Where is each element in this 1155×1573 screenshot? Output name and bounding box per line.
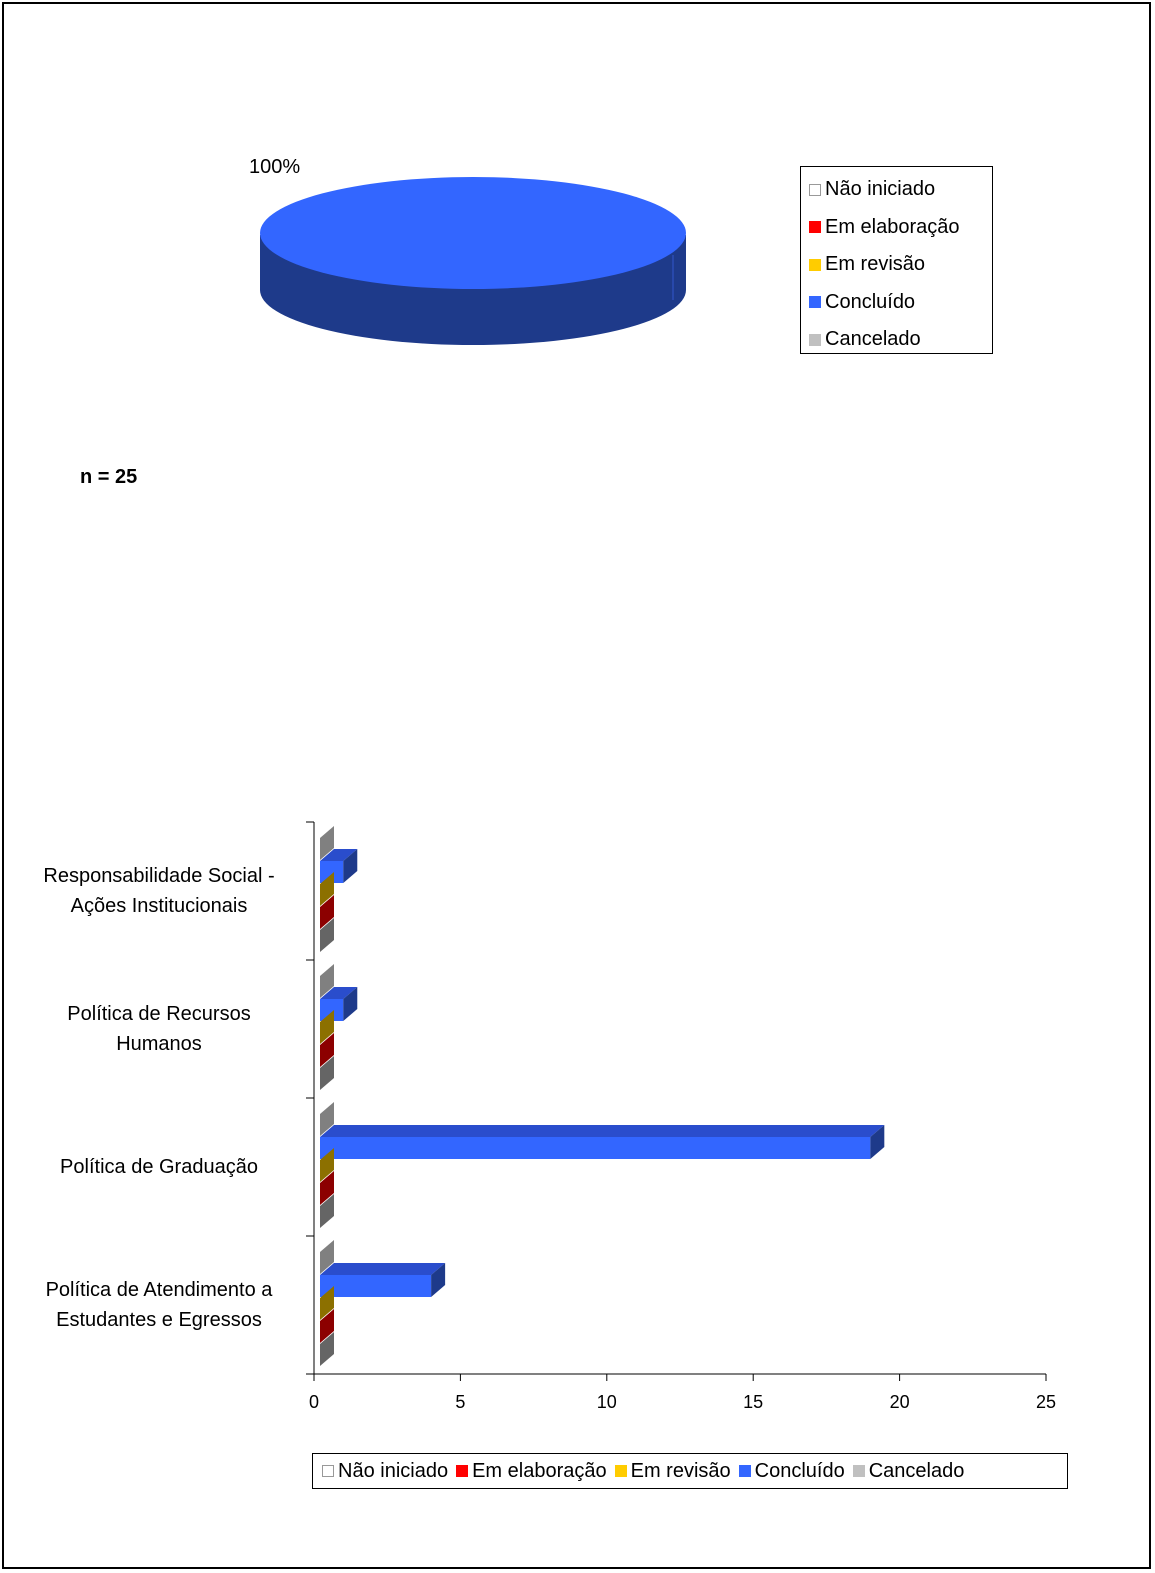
category-label: Política de Atendimento a Estudantes e E… xyxy=(45,1279,273,1331)
bar-2-side xyxy=(320,1010,334,1044)
bar-3-side xyxy=(431,1263,446,1297)
bar-3-side xyxy=(343,849,358,883)
x-tick-label: 0 xyxy=(308,1392,319,1412)
bar-4-side xyxy=(320,1102,334,1136)
bar-1-side xyxy=(320,1171,334,1205)
pie-slice-concluido xyxy=(260,177,686,289)
bar-2-side xyxy=(320,1148,334,1182)
x-tick-label: 15 xyxy=(743,1392,764,1412)
bar-3-front xyxy=(320,1137,871,1159)
bar-3-front xyxy=(320,861,344,883)
bar-4-side xyxy=(320,826,334,860)
legend-swatch xyxy=(456,1465,469,1477)
legend-swatch xyxy=(738,1465,751,1477)
bar-3-front xyxy=(320,1275,432,1297)
bar-2-side xyxy=(320,1286,334,1320)
legend-item-concluido: Concluído xyxy=(738,1459,845,1483)
legend-item-em-elaboracao: Em elaboração xyxy=(809,209,992,247)
legend-item-em-elaboracao: Em elaboração xyxy=(456,1460,607,1483)
legend-swatch xyxy=(852,1465,865,1477)
legend-label: Em elaboração xyxy=(472,1459,607,1482)
category-label: Responsabilidade Social - Ações Instituc… xyxy=(43,865,275,917)
bar-legend: Não iniciado Em elaboração Em revisão Co… xyxy=(312,1453,1068,1489)
bar-1-side xyxy=(320,895,334,929)
legend-label: Não iniciado xyxy=(825,178,936,201)
legend-item-cancelado: Cancelado xyxy=(809,321,992,359)
legend-item-cancelado: Cancelado xyxy=(852,1459,965,1483)
category-label: Política de Recursos Humanos xyxy=(67,1003,251,1055)
bar-3-top xyxy=(320,987,358,999)
x-tick-label: 20 xyxy=(889,1392,910,1412)
pie-chart xyxy=(260,177,686,345)
sample-size-label: n = 25 xyxy=(80,466,138,488)
x-tick-label: 25 xyxy=(1035,1392,1057,1412)
bar-4-side xyxy=(320,1240,334,1274)
legend-swatch xyxy=(322,1465,334,1477)
legend-label: Em revisão xyxy=(630,1459,731,1482)
bar-3-side xyxy=(870,1125,885,1159)
bar-1-side xyxy=(320,1309,334,1343)
legend-label: Cancelado xyxy=(825,328,921,351)
x-tick-label: 10 xyxy=(596,1392,617,1412)
bar-4-side xyxy=(320,964,334,998)
legend-label: Cancelado xyxy=(868,1459,965,1482)
x-tick-label: 5 xyxy=(455,1392,466,1412)
legend-item-nao-iniciado: Não iniciado xyxy=(322,1460,448,1483)
legend-label: Não iniciado xyxy=(338,1459,449,1482)
bar-0-side xyxy=(320,1194,334,1228)
pie-data-label: 100% xyxy=(249,156,301,178)
bar-2-side xyxy=(320,872,334,906)
legend-item-em-revisao: Em revisão xyxy=(614,1459,731,1483)
bar-0-side xyxy=(320,1056,334,1090)
bar-0-side xyxy=(320,918,334,952)
legend-label: Concluído xyxy=(754,1459,845,1482)
legend-label: Concluído xyxy=(825,290,916,313)
bar-3-side xyxy=(343,987,358,1021)
bar-0-side xyxy=(320,1332,334,1366)
bar-3-top xyxy=(320,1263,446,1275)
legend-swatch xyxy=(809,296,821,309)
legend-item-em-revisao: Em revisão xyxy=(809,246,992,284)
bar-3-top xyxy=(320,1125,885,1137)
bar-3-front xyxy=(320,999,344,1021)
legend-item-concluido: Concluído xyxy=(809,284,992,322)
category-label: Política de Graduação xyxy=(60,1156,258,1178)
legend-swatch xyxy=(809,333,821,346)
bar-3-top xyxy=(320,849,358,861)
legend-swatch xyxy=(614,1465,627,1477)
legend-label: Em elaboração xyxy=(825,215,960,238)
legend-swatch xyxy=(809,183,821,196)
pie-legend: Não iniciado Em elaboração Em revisão Co… xyxy=(800,166,993,354)
legend-label: Em revisão xyxy=(825,253,926,276)
legend-item-nao-iniciado: Não iniciado xyxy=(809,171,992,209)
bar-1-side xyxy=(320,1033,334,1067)
legend-swatch xyxy=(809,221,821,234)
legend-swatch xyxy=(809,258,821,271)
